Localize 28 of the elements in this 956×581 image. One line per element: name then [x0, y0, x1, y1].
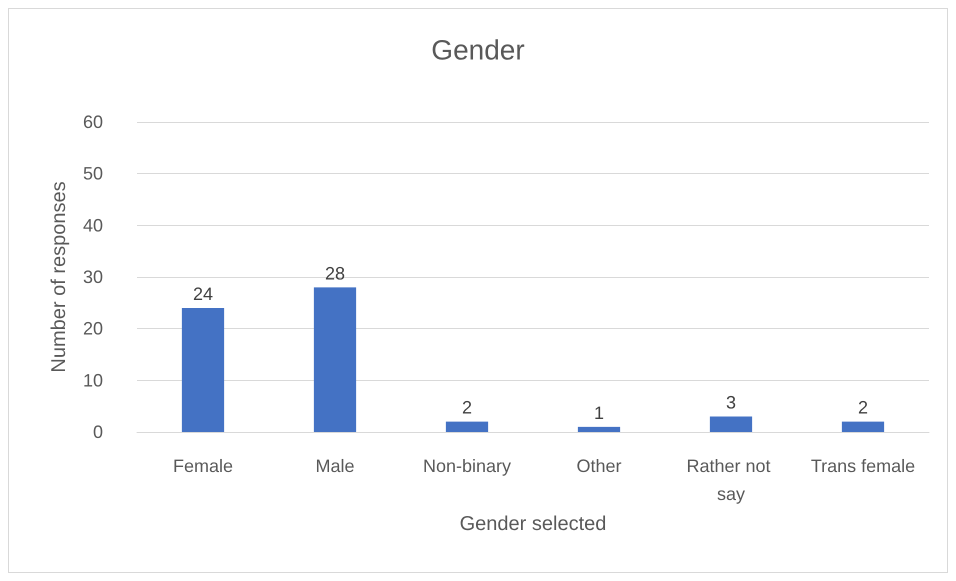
x-tick-label: Other	[576, 456, 622, 476]
bar	[446, 422, 488, 432]
bar	[710, 416, 752, 432]
bar	[314, 287, 356, 432]
data-label: 3	[726, 392, 736, 412]
x-axis-title: Gender selected	[460, 513, 606, 535]
bar	[182, 308, 224, 432]
y-tick-label: 10	[82, 370, 103, 390]
data-label: 24	[192, 284, 214, 304]
x-tick-label: Rather not say	[686, 456, 776, 504]
y-axis-title: Number of responses	[48, 181, 70, 373]
data-label: 2	[858, 398, 868, 418]
y-tick-label: 40	[82, 215, 103, 236]
y-tick-label: 60	[82, 112, 103, 132]
bar	[842, 422, 884, 432]
x-tick-label: Non-binary	[422, 456, 512, 476]
y-tick-label: 30	[82, 267, 103, 287]
y-tick-label: 50	[82, 164, 103, 184]
data-label: 1	[594, 402, 604, 423]
chart-title: Gender	[431, 34, 525, 66]
data-label: 2	[462, 398, 472, 418]
data-label: 28	[324, 263, 346, 284]
x-tick-label: Male	[315, 456, 355, 476]
y-tick-label: 20	[82, 318, 103, 339]
y-tick-label: 0	[92, 422, 103, 442]
x-tick-label: Female	[172, 456, 234, 476]
bar	[578, 426, 620, 432]
x-tick-label: Trans female	[810, 456, 916, 476]
